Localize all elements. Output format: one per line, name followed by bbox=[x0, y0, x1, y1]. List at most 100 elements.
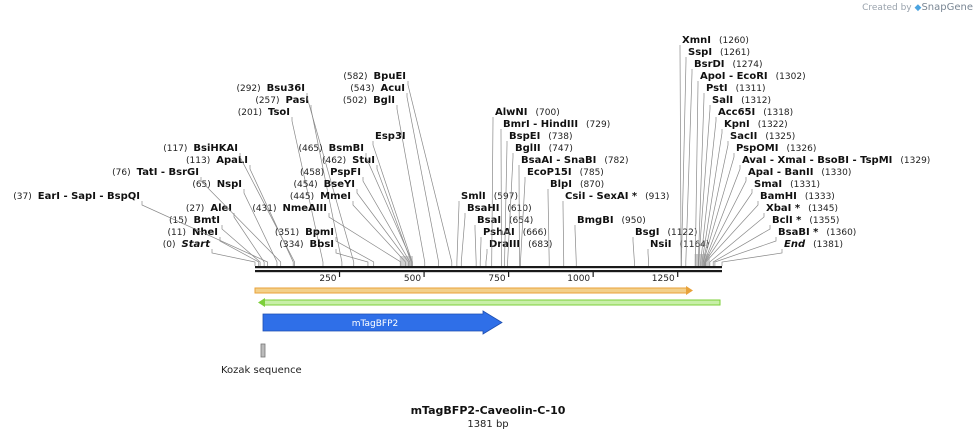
site-label[interactable]: Acc65I (1318) bbox=[718, 107, 793, 118]
site-sspi[interactable]: SspI (1261) bbox=[681, 47, 750, 266]
site-label[interactable]: (465) BsmBI bbox=[298, 143, 364, 154]
site-blpi[interactable]: BlpI (870) bbox=[547, 179, 604, 266]
site-label[interactable]: (65) NspI bbox=[192, 179, 242, 190]
site-label[interactable]: BamHI (1333) bbox=[760, 191, 835, 202]
site-tsoi[interactable]: (201) TsoI bbox=[238, 107, 324, 266]
site-nhei[interactable]: (11) NheI bbox=[168, 227, 260, 266]
site-nspi[interactable]: (65) NspI bbox=[192, 179, 278, 266]
site-bsrdi[interactable]: BsrDI (1274) bbox=[685, 59, 763, 266]
site-bsaai-snabi[interactable]: BsaAI - SnaBI (782) bbox=[518, 155, 629, 266]
site-label[interactable]: BsrDI (1274) bbox=[694, 59, 762, 70]
site-label[interactable]: ApoI - EcoRI (1302) bbox=[700, 71, 806, 82]
site-bsabi[interactable]: BsaBI * (1360) bbox=[714, 227, 856, 266]
site-pspfi[interactable]: (458) PspFI bbox=[300, 167, 411, 266]
site-label[interactable]: (27) AleI bbox=[186, 203, 232, 214]
site-label[interactable]: End (1381) bbox=[784, 239, 843, 250]
site-label[interactable]: (0) Start bbox=[163, 239, 211, 250]
site-label[interactable]: (431) NmeAIII bbox=[252, 203, 327, 214]
site-label[interactable]: BsaI (654) bbox=[477, 215, 533, 226]
site-label[interactable]: BsaBI * (1360) bbox=[778, 227, 856, 238]
site-label[interactable]: SalI (1312) bbox=[712, 95, 771, 106]
site-label[interactable]: BmgBI (950) bbox=[577, 215, 646, 226]
site-label[interactable]: (458) PspFI bbox=[300, 167, 361, 178]
site-label[interactable]: BlpI (870) bbox=[550, 179, 604, 190]
site-esp3i[interactable]: Esp3I bbox=[372, 131, 413, 266]
site-label[interactable]: KpnI (1322) bbox=[724, 119, 788, 130]
site-end[interactable]: End (1381) bbox=[721, 239, 843, 266]
site-start[interactable]: (0) Start bbox=[163, 239, 256, 266]
site-label[interactable]: SacII (1325) bbox=[730, 131, 795, 142]
site-label[interactable]: Esp3I bbox=[375, 131, 406, 142]
site-label[interactable]: BspEI (738) bbox=[509, 131, 573, 142]
site-label[interactable]: (117) BsiHKAI bbox=[163, 143, 238, 154]
site-csii-sexai[interactable]: CsiI - SexAI * (913) bbox=[562, 191, 669, 266]
site-label[interactable]: SspI (1261) bbox=[688, 47, 750, 58]
site-bpuei[interactable]: (582) BpuEI bbox=[343, 71, 453, 266]
site-tati-bsrgi[interactable]: (76) TatI - BsrGI bbox=[112, 167, 282, 266]
site-bmgbi[interactable]: BmgBI (950) bbox=[574, 215, 646, 266]
site-mmei[interactable]: (445) MmeI bbox=[290, 191, 406, 266]
site-bsihkai[interactable]: (117) BsiHKAI bbox=[163, 143, 295, 266]
site-bmri-hindiii[interactable]: BmrI - HindIII (729) bbox=[500, 119, 610, 266]
site-label[interactable]: (37) EarI - SapI - BspQI bbox=[13, 191, 140, 202]
site-xbai[interactable]: XbaI * (1345) bbox=[709, 203, 838, 266]
site-label[interactable]: BsaAI - SnaBI (782) bbox=[521, 155, 629, 166]
site-label[interactable]: (201) TsoI bbox=[238, 107, 290, 118]
site-label[interactable]: AlwNI (700) bbox=[495, 107, 560, 118]
site-label[interactable]: (292) Bsu36I bbox=[236, 83, 305, 94]
site-label[interactable]: (334) BbsI bbox=[279, 239, 334, 250]
site-ecop15i[interactable]: EcoP15I (785) bbox=[520, 167, 604, 266]
site-acui[interactable]: (543) AcuI bbox=[350, 83, 439, 266]
site-label[interactable]: (582) BpuEI bbox=[343, 71, 406, 82]
site-label[interactable]: XbaI * (1345) bbox=[766, 203, 838, 214]
site-pshai[interactable]: PshAI (666) bbox=[479, 227, 547, 266]
feature-mtagbfp2[interactable]: mTagBFP2 bbox=[262, 310, 503, 335]
site-label[interactable]: BglII (747) bbox=[515, 143, 573, 154]
site-label[interactable]: (15) BmtI bbox=[169, 215, 220, 226]
site-nmeaiii[interactable]: (431) NmeAIII bbox=[252, 203, 402, 266]
site-nsii[interactable]: NsiI (1164) bbox=[647, 239, 709, 266]
site-bgli[interactable]: (502) BglI bbox=[343, 95, 426, 266]
site-bbsi[interactable]: (334) BbsI bbox=[279, 239, 369, 266]
feature-kozak[interactable]: Kozak sequence bbox=[221, 343, 302, 376]
site-label[interactable]: (113) ApaLI bbox=[186, 155, 248, 166]
site-label[interactable]: SmlI (597) bbox=[461, 191, 518, 202]
site-label[interactable]: NsiI (1164) bbox=[650, 239, 709, 250]
mtagbfp2-arrow[interactable] bbox=[262, 310, 503, 335]
site-bsai[interactable]: BsaI (654) bbox=[474, 215, 533, 266]
site-label[interactable]: BsgI (1122) bbox=[635, 227, 697, 238]
site-label[interactable]: PstI (1311) bbox=[706, 83, 766, 94]
site-bglii[interactable]: BglII (747) bbox=[507, 143, 573, 266]
site-pasi[interactable]: (257) PasI bbox=[255, 95, 343, 266]
site-label[interactable]: (11) NheI bbox=[168, 227, 218, 238]
site-label[interactable]: (502) BglI bbox=[343, 95, 395, 106]
site-bmti[interactable]: (15) BmtI bbox=[169, 215, 261, 266]
site-label[interactable]: (543) AcuI bbox=[350, 83, 405, 94]
site-label[interactable]: PshAI (666) bbox=[483, 227, 547, 238]
site-stui[interactable]: (462) StuI bbox=[322, 155, 412, 266]
site-bsu36i[interactable]: (292) Bsu36I bbox=[236, 83, 355, 266]
site-label[interactable]: BclI * (1355) bbox=[772, 215, 839, 226]
site-bseyi[interactable]: (454) BseYI bbox=[293, 179, 409, 266]
site-label[interactable]: PspOMI (1326) bbox=[736, 143, 816, 154]
site-label[interactable]: AvaI - XmaI - BsoBI - TspMI (1329) bbox=[742, 155, 930, 166]
site-bcli[interactable]: BclI * (1355) bbox=[712, 215, 839, 266]
site-label[interactable]: (76) TatI - BsrGI bbox=[112, 167, 199, 178]
site-label[interactable]: ApaI - BanII (1330) bbox=[748, 167, 851, 178]
site-label[interactable]: XmnI (1260) bbox=[682, 35, 749, 46]
site-eari-sapi-bspqi[interactable]: (37) EarI - SapI - BspQI bbox=[13, 191, 268, 266]
site-label[interactable]: DraIII (683) bbox=[489, 239, 552, 250]
site-bpmi[interactable]: (351) BpmI bbox=[275, 227, 375, 266]
site-label[interactable]: (462) StuI bbox=[322, 155, 375, 166]
site-label[interactable]: (257) PasI bbox=[255, 95, 309, 106]
site-label[interactable]: (445) MmeI bbox=[290, 191, 351, 202]
site-label[interactable]: EcoP15I (785) bbox=[527, 167, 604, 178]
site-bspei[interactable]: BspEI (738) bbox=[504, 131, 573, 266]
site-apali[interactable]: (113) ApaLI bbox=[186, 155, 294, 266]
site-label[interactable]: SmaI (1331) bbox=[754, 179, 820, 190]
site-label[interactable]: BsaHI (610) bbox=[467, 203, 532, 214]
site-label[interactable]: (454) BseYI bbox=[293, 179, 355, 190]
site-label[interactable]: CsiI - SexAI * (913) bbox=[565, 191, 669, 202]
site-alwni[interactable]: AlwNI (700) bbox=[491, 107, 560, 266]
kozak-box[interactable] bbox=[260, 343, 266, 358]
